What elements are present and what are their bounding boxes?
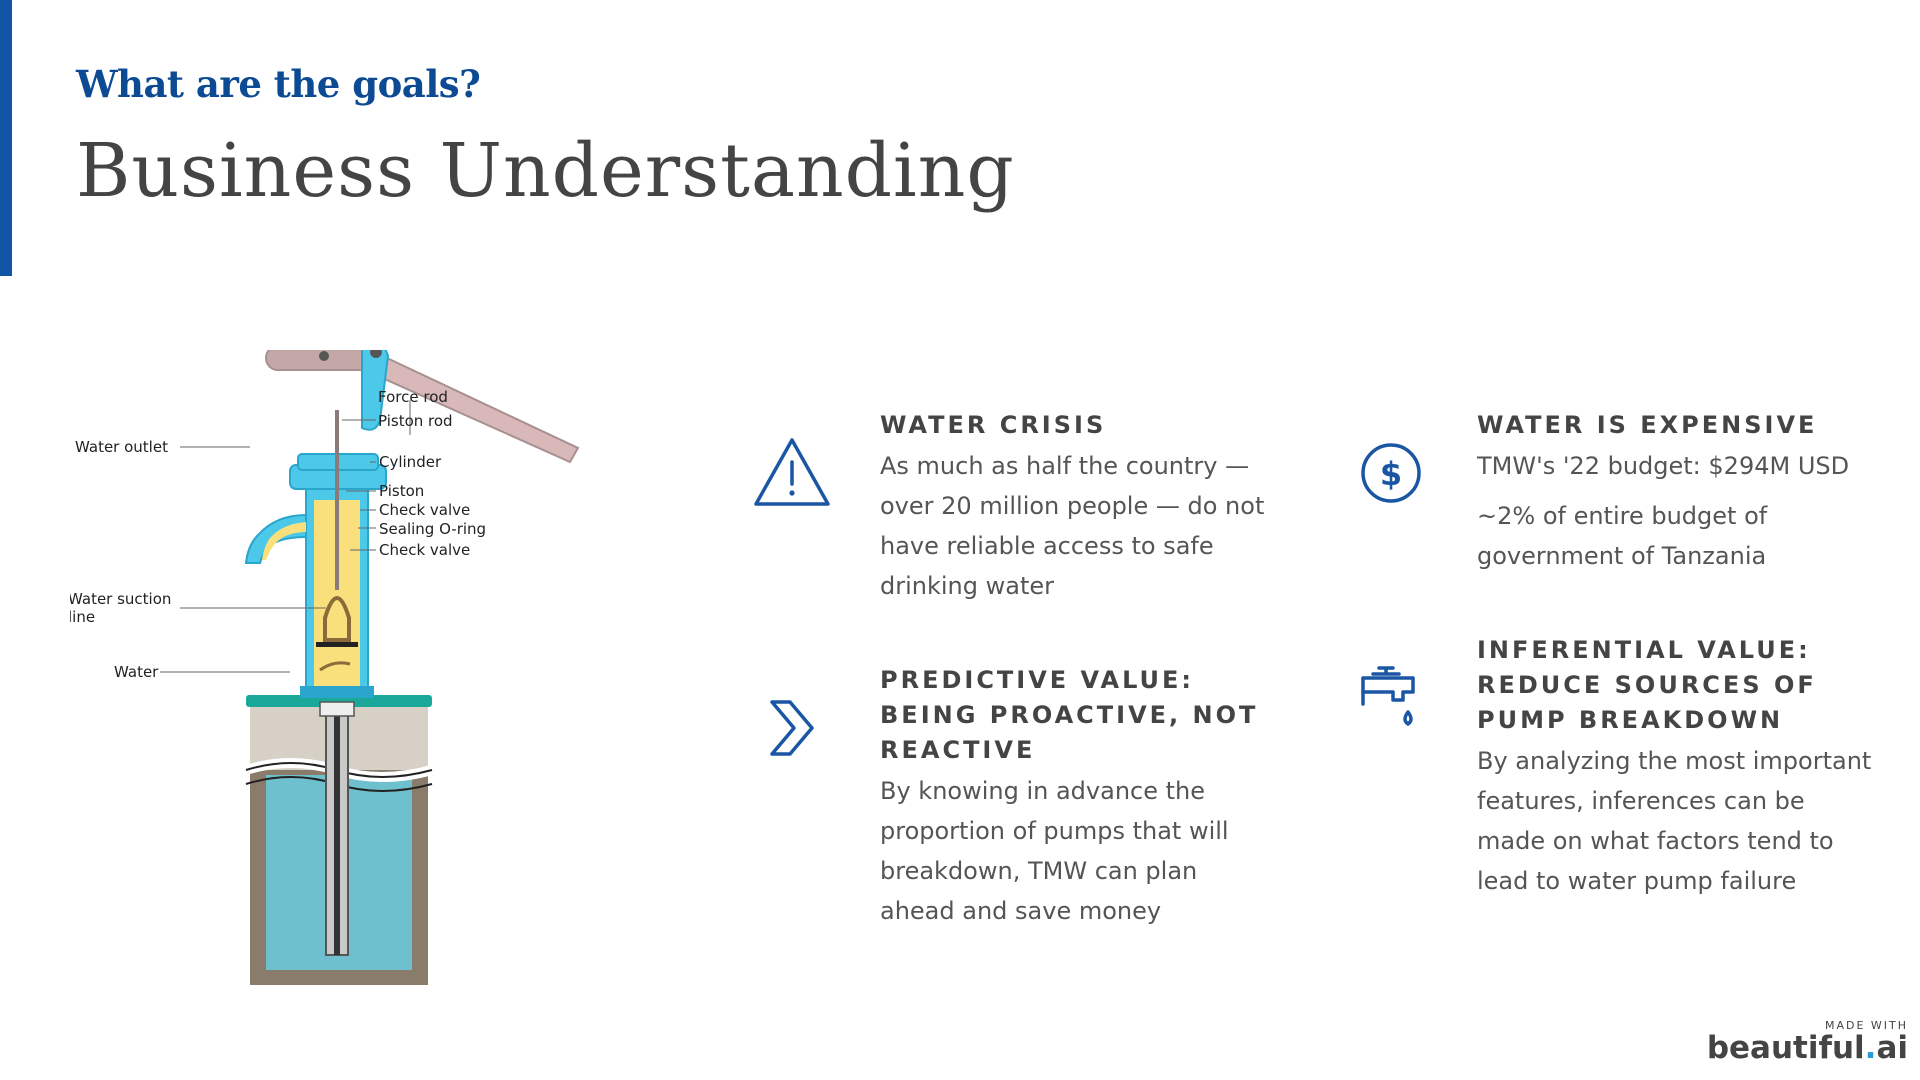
page-subtitle: What are the goals? (76, 62, 481, 106)
card-heading: WATER CRISIS (880, 411, 1107, 439)
card-body: TMW's '22 budget: $294M USD (1477, 452, 1850, 480)
label-piston: Piston (379, 482, 424, 500)
card-inferential-value: INFERENTIAL VALUE: REDUCE SOURCES OF PUM… (1477, 633, 1877, 901)
label-water-suction-line-2: line (70, 608, 95, 626)
dollar-coin-icon: $ (1359, 441, 1423, 505)
label-water: Water (114, 663, 159, 681)
svg-text:$: $ (1380, 455, 1402, 493)
card-water-crisis: WATER CRISIS As much as half the country… (880, 408, 1270, 606)
card-water-expensive: WATER IS EXPENSIVE TMW's '22 budget: $29… (1477, 408, 1877, 576)
label-sealing-o-ring: Sealing O-ring (379, 520, 486, 538)
card-body: By analyzing the most important features… (1477, 747, 1872, 895)
page-title: Business Understanding (76, 128, 1015, 214)
warning-triangle-icon (752, 436, 832, 508)
label-piston-rod: Piston rod (378, 412, 453, 430)
label-water-outlet: Water outlet (75, 438, 168, 456)
card-body: By knowing in advance the proportion of … (880, 777, 1229, 925)
made-with-label: MADE WITH (1824, 1019, 1908, 1032)
base-plate (246, 695, 432, 707)
label-check-valve-upper: Check valve (379, 501, 470, 519)
card-heading: INFERENTIAL VALUE: REDUCE SOURCES OF PUM… (1477, 636, 1817, 734)
label-check-valve-lower: Check valve (379, 541, 470, 559)
dripping-faucet-icon (1359, 664, 1425, 734)
brand-dot: . (1864, 1030, 1877, 1066)
card-body-secondary: ~2% of entire budget of government of Ta… (1477, 502, 1768, 570)
brand-suffix: ai (1876, 1030, 1908, 1066)
brand-name: beautiful (1706, 1030, 1865, 1066)
accent-bar (0, 0, 12, 276)
hand-pump-diagram: Force rod Piston rod Water outlet Cylind… (70, 350, 580, 985)
label-water-suction-line: Water suction (70, 590, 171, 608)
beautiful-ai-logo[interactable]: beautiful.ai (1707, 1030, 1908, 1066)
card-heading: WATER IS EXPENSIVE (1477, 411, 1818, 439)
card-predictive-value: PREDICTIVE VALUE: BEING PROACTIVE, NOT R… (880, 663, 1270, 931)
pump-handle (358, 350, 580, 464)
label-cylinder: Cylinder (379, 453, 442, 471)
piston (323, 596, 351, 642)
card-body: As much as half the country — over 20 mi… (880, 452, 1265, 600)
label-force-rod: Force rod (378, 388, 448, 406)
card-heading: PREDICTIVE VALUE: BEING PROACTIVE, NOT R… (880, 666, 1259, 764)
chevron-right-icon (766, 698, 818, 758)
